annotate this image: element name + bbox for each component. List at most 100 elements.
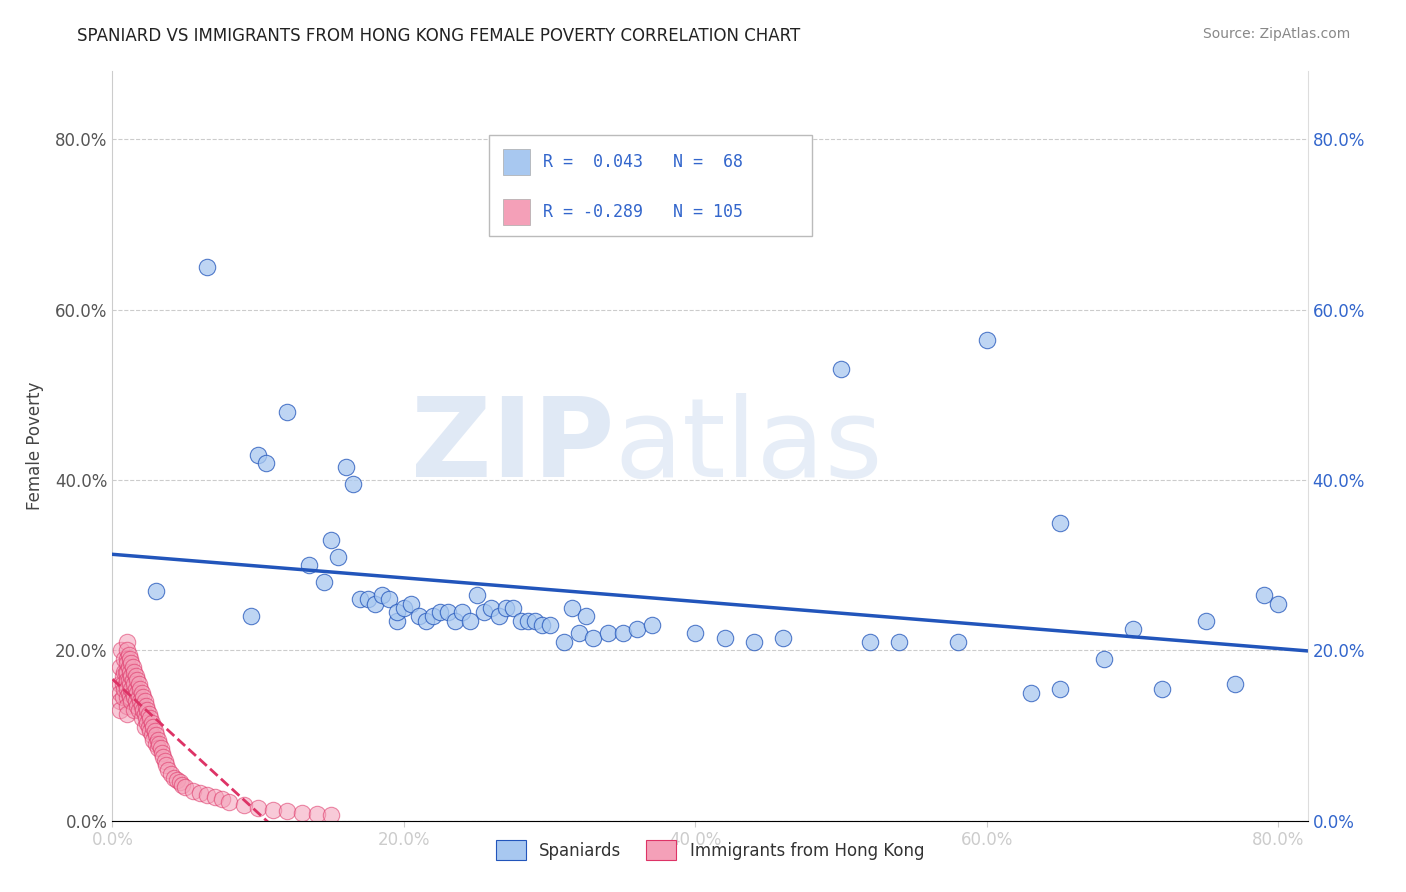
Point <box>364 597 387 611</box>
Point <box>108 686 131 700</box>
Point <box>502 600 524 615</box>
Point <box>117 648 139 662</box>
Point <box>319 807 342 822</box>
Point <box>582 631 605 645</box>
Point <box>312 575 335 590</box>
Point <box>145 737 167 751</box>
Point <box>349 592 371 607</box>
Point <box>568 626 591 640</box>
Point <box>830 362 852 376</box>
Point <box>142 720 165 734</box>
Point <box>108 703 131 717</box>
FancyBboxPatch shape <box>503 199 530 225</box>
Point <box>131 698 153 713</box>
Point <box>108 660 131 674</box>
Text: ZIP: ZIP <box>411 392 614 500</box>
Point <box>124 690 146 705</box>
Point <box>145 583 167 598</box>
Point <box>509 614 531 628</box>
Text: R =  0.043   N =  68: R = 0.043 N = 68 <box>543 153 742 170</box>
Point <box>436 605 458 619</box>
Point <box>254 456 277 470</box>
Point <box>128 690 150 705</box>
Point <box>385 605 408 619</box>
Point <box>612 626 634 640</box>
Point <box>127 673 149 688</box>
Point <box>131 686 153 700</box>
Point <box>429 605 451 619</box>
Point <box>495 600 517 615</box>
Point <box>408 609 430 624</box>
Point <box>451 605 474 619</box>
Y-axis label: Female Poverty: Female Poverty <box>25 382 44 510</box>
Point <box>108 677 131 691</box>
Point <box>112 681 135 696</box>
Point <box>218 795 240 809</box>
Point <box>115 635 138 649</box>
Point <box>401 597 423 611</box>
Point <box>115 643 138 657</box>
Point <box>163 771 186 785</box>
Point <box>742 635 765 649</box>
Point <box>114 677 136 691</box>
Text: SPANIARD VS IMMIGRANTS FROM HONG KONG FEMALE POVERTY CORRELATION CHART: SPANIARD VS IMMIGRANTS FROM HONG KONG FE… <box>77 27 800 45</box>
Point <box>444 614 467 628</box>
Point <box>117 660 139 674</box>
Point <box>328 549 350 564</box>
Text: R = -0.289   N = 105: R = -0.289 N = 105 <box>543 202 742 221</box>
Point <box>976 333 998 347</box>
Point <box>120 669 142 683</box>
Point <box>115 652 138 666</box>
Point <box>114 665 136 679</box>
Point <box>141 715 163 730</box>
Text: atlas: atlas <box>614 392 883 500</box>
Point <box>1092 652 1115 666</box>
Point <box>134 720 156 734</box>
Point <box>561 600 583 615</box>
Point <box>122 660 145 674</box>
Point <box>1049 681 1071 696</box>
Point <box>124 703 146 717</box>
Point <box>298 558 321 573</box>
Point <box>115 665 138 679</box>
Point <box>112 665 135 679</box>
Point <box>120 694 142 708</box>
Point <box>138 707 160 722</box>
Point <box>118 677 141 691</box>
Point <box>1019 686 1042 700</box>
Point <box>488 609 510 624</box>
Point <box>276 405 298 419</box>
Point <box>139 711 162 725</box>
Point <box>115 690 138 705</box>
Point <box>641 617 664 632</box>
Point <box>141 729 163 743</box>
Point <box>110 643 132 657</box>
Point <box>174 780 197 794</box>
Point <box>516 614 538 628</box>
Point <box>134 707 156 722</box>
Point <box>859 635 882 649</box>
Point <box>136 715 159 730</box>
Point <box>112 652 135 666</box>
Point <box>135 698 157 713</box>
Point <box>305 806 328 821</box>
Point <box>1267 597 1289 611</box>
Point <box>1194 614 1216 628</box>
Point <box>247 448 270 462</box>
Point <box>156 763 179 777</box>
Point <box>145 729 167 743</box>
Point <box>127 686 149 700</box>
Point <box>115 698 138 713</box>
Point <box>195 788 218 802</box>
Point <box>159 767 181 781</box>
Point <box>291 805 314 820</box>
Point <box>128 703 150 717</box>
Point <box>118 652 141 666</box>
Point <box>129 694 152 708</box>
Point <box>122 686 145 700</box>
Point <box>626 622 648 636</box>
Point <box>142 732 165 747</box>
Point <box>108 694 131 708</box>
Point <box>117 673 139 688</box>
Point <box>132 690 155 705</box>
